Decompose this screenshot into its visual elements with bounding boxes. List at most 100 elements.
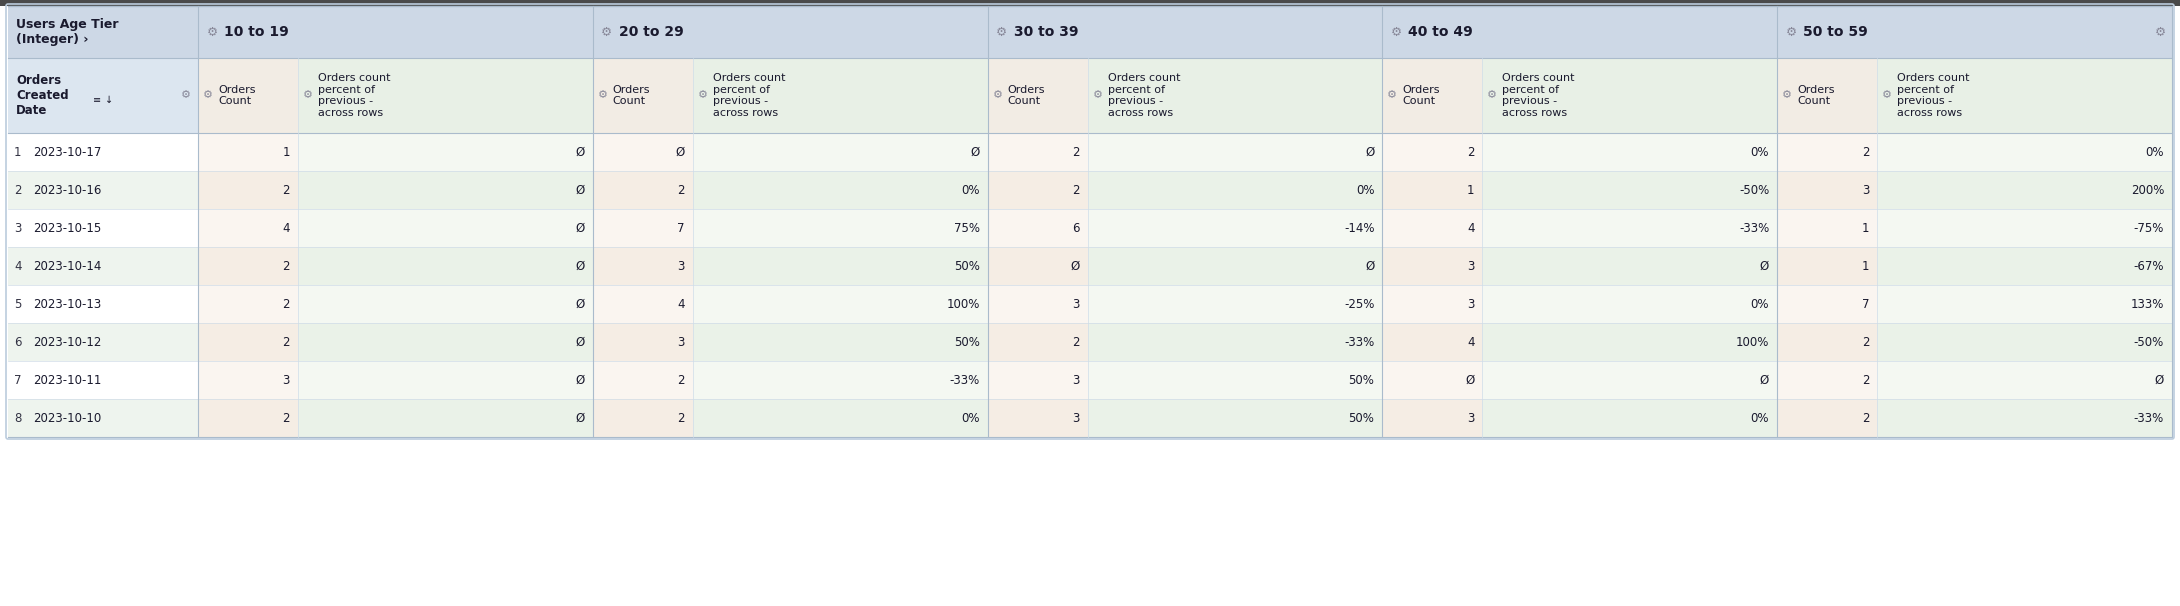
Text: ⚙: ⚙ <box>207 25 218 39</box>
Text: 2: 2 <box>13 184 22 196</box>
Text: ⚙: ⚙ <box>597 90 608 101</box>
Text: 2: 2 <box>1862 145 1868 159</box>
Text: 3: 3 <box>1862 184 1868 196</box>
Bar <box>693 171 988 209</box>
Text: 133%: 133% <box>2130 298 2165 310</box>
Text: 200%: 200% <box>2130 184 2165 196</box>
Text: ⚙: ⚙ <box>992 90 1003 101</box>
Bar <box>988 171 1088 209</box>
Text: 8: 8 <box>13 411 22 424</box>
Text: Ø: Ø <box>1759 373 1770 387</box>
Text: 7: 7 <box>1862 298 1868 310</box>
Text: 2: 2 <box>1862 373 1868 387</box>
Bar <box>693 285 988 323</box>
Bar <box>693 247 988 285</box>
Text: 50%: 50% <box>1349 411 1373 424</box>
Bar <box>693 361 988 399</box>
Text: 50%: 50% <box>1349 373 1373 387</box>
Text: 0%: 0% <box>1751 145 1770 159</box>
Bar <box>1777 361 1877 399</box>
Bar <box>299 285 593 323</box>
Bar <box>1088 209 1382 247</box>
Text: Ø: Ø <box>576 184 584 196</box>
Bar <box>299 361 593 399</box>
Bar <box>198 323 299 361</box>
Text: ↓: ↓ <box>105 95 113 104</box>
Text: 2023-10-12: 2023-10-12 <box>33 336 102 348</box>
Bar <box>1877 361 2171 399</box>
Text: Orders
Count: Orders Count <box>1402 85 1441 106</box>
Text: 2: 2 <box>1862 336 1868 348</box>
Text: 2: 2 <box>283 411 290 424</box>
Text: 1: 1 <box>1862 222 1868 235</box>
Text: ⚙: ⚙ <box>1881 90 1892 101</box>
Bar <box>1088 171 1382 209</box>
Text: 100%: 100% <box>946 298 979 310</box>
Text: 50%: 50% <box>953 259 979 273</box>
Text: Ø: Ø <box>1759 259 1770 273</box>
Bar <box>198 209 299 247</box>
Bar <box>9 133 198 171</box>
Bar <box>1482 323 1777 361</box>
Text: -33%: -33% <box>1345 336 1373 348</box>
Bar <box>593 399 693 437</box>
Bar <box>299 133 593 171</box>
Bar <box>1088 58 1382 133</box>
Bar <box>299 58 593 133</box>
Text: 3: 3 <box>678 336 685 348</box>
Text: 4: 4 <box>283 222 290 235</box>
Bar <box>9 6 2171 58</box>
Bar <box>593 171 693 209</box>
Bar <box>299 171 593 209</box>
Text: Ø: Ø <box>2154 373 2165 387</box>
Text: ⚙: ⚙ <box>1487 90 1498 101</box>
Bar <box>988 323 1088 361</box>
Bar <box>1382 133 1482 171</box>
Bar <box>1382 361 1482 399</box>
Text: 1: 1 <box>1467 184 1474 196</box>
Text: ⚙: ⚙ <box>698 90 708 101</box>
Text: 2023-10-11: 2023-10-11 <box>33 373 102 387</box>
Bar <box>693 209 988 247</box>
Text: ≡: ≡ <box>94 95 100 104</box>
Bar <box>593 58 693 133</box>
Text: 30 to 39: 30 to 39 <box>1014 25 1079 39</box>
Text: Ø: Ø <box>576 336 584 348</box>
Bar <box>1382 285 1482 323</box>
Text: -25%: -25% <box>1345 298 1373 310</box>
Text: 7: 7 <box>13 373 22 387</box>
Bar <box>9 323 198 361</box>
Text: 0%: 0% <box>1751 411 1770 424</box>
Bar <box>1877 399 2171 437</box>
Text: 2: 2 <box>283 298 290 310</box>
Text: 2: 2 <box>1073 336 1079 348</box>
Bar <box>1088 247 1382 285</box>
Bar <box>198 58 299 133</box>
Text: 2: 2 <box>283 184 290 196</box>
Bar <box>1482 209 1777 247</box>
Text: 0%: 0% <box>1751 298 1770 310</box>
Text: -14%: -14% <box>1343 222 1373 235</box>
Text: 3: 3 <box>1467 411 1474 424</box>
Text: 2: 2 <box>283 336 290 348</box>
Text: 2023-10-15: 2023-10-15 <box>33 222 100 235</box>
Bar <box>1088 323 1382 361</box>
Text: Orders count
percent of
previous -
across rows: Orders count percent of previous - acros… <box>1897 73 1971 118</box>
Bar <box>1777 209 1877 247</box>
Bar <box>1482 361 1777 399</box>
Text: -33%: -33% <box>2134 411 2165 424</box>
Bar <box>1482 247 1777 285</box>
Bar <box>1088 361 1382 399</box>
Text: Ø: Ø <box>1365 259 1373 273</box>
Bar <box>593 133 693 171</box>
Text: ⚙: ⚙ <box>203 90 214 101</box>
Bar <box>9 285 198 323</box>
Bar <box>1877 58 2171 133</box>
Text: Ø: Ø <box>576 145 584 159</box>
Bar <box>593 247 693 285</box>
Bar <box>9 209 198 247</box>
Text: -75%: -75% <box>2134 222 2165 235</box>
Text: Users Age Tier
(Integer) ›: Users Age Tier (Integer) › <box>15 18 118 46</box>
Bar <box>593 285 693 323</box>
Text: ⚙: ⚙ <box>602 25 613 39</box>
